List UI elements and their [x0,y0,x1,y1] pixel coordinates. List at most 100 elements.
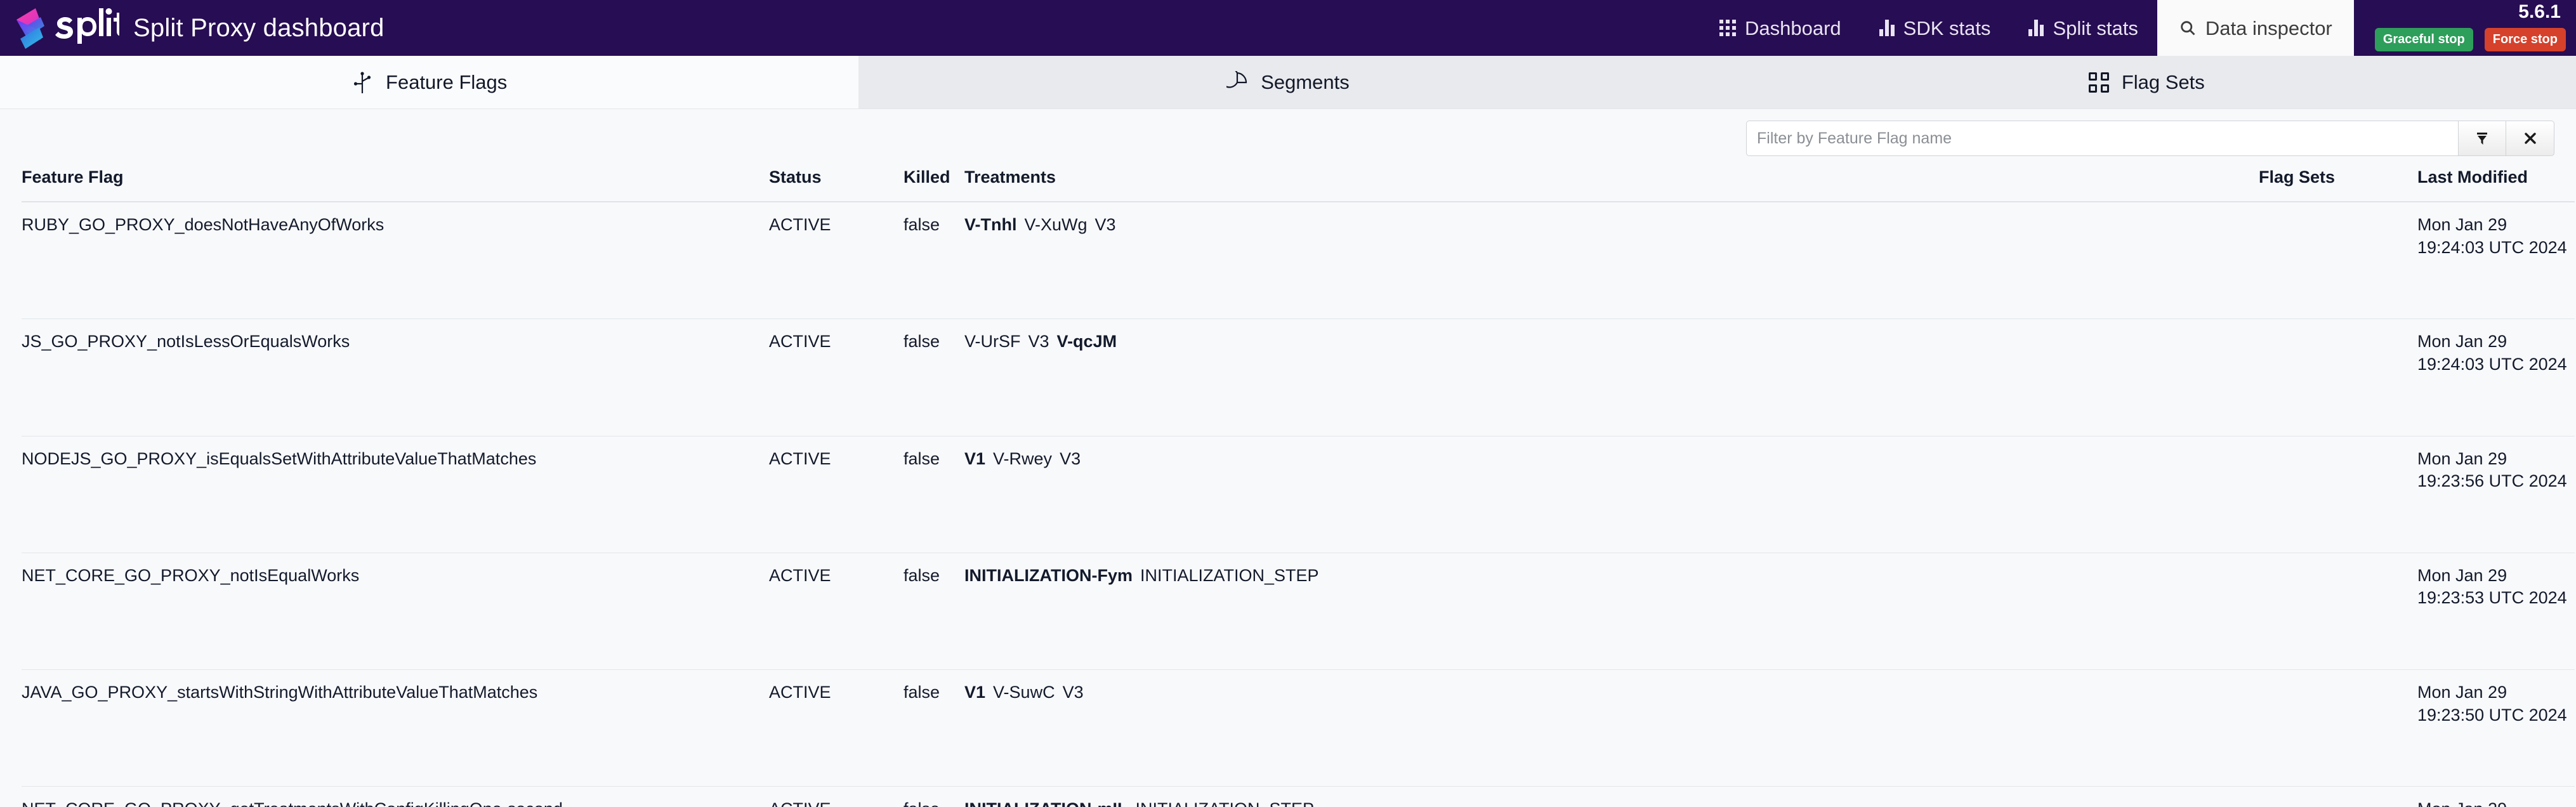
treatment-chip: V3 [1028,332,1049,351]
nav-item-sdk-stats[interactable]: SDK stats [1860,0,2010,56]
treatment-chip: INITIALIZATION-mIL [964,799,1127,807]
cell-last-modified: Mon Jan 29 19:23:50 UTC 2024 [2417,669,2575,787]
cell-status: ACTIVE [769,669,904,787]
cell-status: ACTIVE [769,553,904,671]
nav-label-dashboard: Dashboard [1745,16,1841,39]
table-header: Feature Flag Status Killed Treatments Fl… [22,167,2575,202]
section-tabs: Feature Flags Segments Flag Sets [0,56,2576,109]
cell-flag-sets [2259,436,2417,553]
table-row[interactable]: RUBY_GO_PROXY_doesNotHaveAnyOfWorks ACTIV… [22,202,2575,320]
grid-4-icon [2088,72,2109,93]
cell-killed: false [904,436,964,553]
nav-label-data-inspector: Data inspector [2205,16,2332,39]
nav-label-split-stats: Split stats [2053,16,2138,39]
column-header-last-modified: Last Modified [2417,167,2575,202]
cell-last-modified: Mon Jan 29 19:24:03 UTC 2024 [2417,202,2575,320]
table-header-row: Feature Flag Status Killed Treatments Fl… [22,167,2575,202]
cell-flag-sets [2259,669,2417,787]
table-row[interactable]: JAVA_GO_PROXY_startsWithStringWithAttrib… [22,669,2575,787]
nav-item-dashboard[interactable]: Dashboard [1700,0,1860,56]
column-header-flag-sets: Flag Sets [2259,167,2417,202]
treatment-chip: V-Tnhl [964,215,1017,234]
treatment-chip: V3 [1094,215,1116,234]
tab-label-feature-flags: Feature Flags [386,70,508,93]
cell-killed: false [904,553,964,671]
cell-treatments: V-UrSF V3 V-qcJM [964,318,2259,436]
version-label: 5.6.1 [2518,1,2561,22]
cell-status: ACTIVE [769,202,904,320]
graceful-stop-button[interactable]: Graceful stop [2374,28,2473,51]
treatment-chip: V-qcJM [1056,332,1117,351]
treatment-chip: V1 [964,449,986,468]
nav-item-data-inspector[interactable]: Data inspector [2157,0,2354,56]
table-row[interactable]: NODEJS_GO_PROXY_isEqualsSetWithAttribute… [22,436,2575,553]
cell-treatments: V1 V-SuwC V3 [964,669,2259,787]
bar-chart-icon [1879,20,1895,36]
cell-feature-flag: JAVA_GO_PROXY_startsWithStringWithAttrib… [22,669,769,787]
tab-feature-flags[interactable]: Feature Flags [0,56,859,108]
feature-flags-table-wrap: Feature Flag Status Killed Treatments Fl… [0,167,2576,807]
column-header-status: Status [769,167,904,202]
cell-treatments: INITIALIZATION-Fym INITIALIZATION_STEP [964,553,2259,671]
treatment-chip: INITIALIZATION_STEP [1140,565,1319,585]
cell-flag-sets [2259,202,2417,320]
cell-treatments: V-Tnhl V-XuWg V3 [964,202,2259,320]
cell-feature-flag: NODEJS_GO_PROXY_isEqualsSetWithAttribute… [22,436,769,553]
primary-nav: Dashboard SDK stats Split stats Data ins… [1700,0,2354,56]
cell-status: ACTIVE [769,436,904,553]
stop-button-group: Graceful stop Force stop [2374,28,2566,51]
treatment-chip: V-Rwey [993,449,1053,468]
force-stop-button[interactable]: Force stop [2484,28,2566,51]
column-header-treatments: Treatments [964,167,2259,202]
feature-flag-filter-input[interactable] [1746,121,2458,156]
cell-killed: false [904,786,964,807]
cell-killed: false [904,202,964,320]
brand: Split Proxy dashboard [10,4,384,51]
table-row[interactable]: NET_CORE_GO_PROXY_notIsEqualWorks ACTIVE f… [22,553,2575,671]
table-row[interactable]: JS_GO_PROXY_notIsLessOrEqualsWorks ACTIVE… [22,318,2575,436]
treatment-chip: V-XuWg [1024,215,1088,234]
cell-killed: false [904,669,964,787]
search-icon [2179,19,2197,37]
apply-filter-button[interactable] [2458,121,2506,156]
page-title: Split Proxy dashboard [133,13,384,42]
tab-flag-sets[interactable]: Flag Sets [1717,56,2576,108]
cell-status: ACTIVE [769,786,904,807]
cell-last-modified: Mon Jan 29 19:24:03 UTC 2024 [2417,318,2575,436]
tab-label-segments: Segments [1261,70,1350,93]
treatment-chip: V3 [1062,683,1084,702]
split-logo-icon [10,4,119,51]
treatment-chip: V1 [964,683,986,702]
tab-label-flag-sets: Flag Sets [2121,70,2205,93]
column-header-killed: Killed [904,167,964,202]
table-row[interactable]: NET_CORE_GO_PROXY_getTreatmentsWithConfi… [22,786,2575,807]
top-navbar: Split Proxy dashboard Dashboard SDK stat… [0,0,2576,56]
cell-killed: false [904,318,964,436]
cell-feature-flag: NET_CORE_GO_PROXY_getTreatmentsWithConfi… [22,786,769,807]
cell-last-modified: Mon Jan 29 19:23:53 UTC 2024 [2417,553,2575,671]
nav-item-split-stats[interactable]: Split stats [2009,0,2157,56]
grid-9-icon [1719,20,1736,36]
treatment-chip: INITIALIZATION_STEP [1135,799,1314,807]
treatment-chip: INITIALIZATION-Fym [964,565,1133,585]
treatment-chip: V3 [1060,449,1081,468]
cell-flag-sets [2259,553,2417,671]
column-header-feature-flag: Feature Flag [22,167,769,202]
tab-segments[interactable]: Segments [858,56,1718,108]
cell-status: ACTIVE [769,318,904,436]
cell-feature-flag: RUBY_GO_PROXY_doesNotHaveAnyOfWorks [22,202,769,320]
cell-treatments: V1 V-Rwey V3 [964,436,2259,553]
treatment-chip: V-SuwC [993,683,1055,702]
close-x-icon [2523,131,2537,145]
table-body: RUBY_GO_PROXY_doesNotHaveAnyOfWorks ACTIV… [22,202,2575,807]
feature-flags-table: Feature Flag Status Killed Treatments Fl… [22,167,2575,807]
split-branch-icon [352,70,373,95]
bar-chart-icon [2028,20,2044,36]
cell-treatments: INITIALIZATION-mIL INITIALIZATION_STEP [964,786,2259,807]
cell-feature-flag: NET_CORE_GO_PROXY_notIsEqualWorks [22,553,769,671]
filter-group [1746,121,2554,156]
clear-filter-button[interactable] [2506,121,2554,156]
pie-chart-icon [1226,70,1248,94]
nav-label-sdk-stats: SDK stats [1903,16,1991,39]
proxy-status-area: 5.6.1 Graceful stop Force stop [2322,0,2576,56]
